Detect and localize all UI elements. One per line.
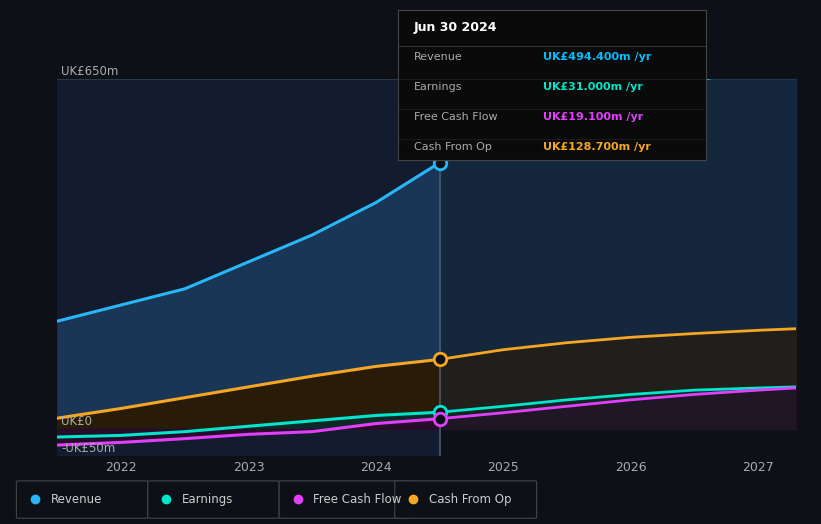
Text: Past: Past <box>407 97 433 111</box>
Text: Earnings: Earnings <box>182 493 233 506</box>
Bar <box>57 79 440 456</box>
Text: Earnings: Earnings <box>414 82 462 92</box>
Text: Analysts Forecasts: Analysts Forecasts <box>446 97 562 111</box>
Bar <box>440 79 796 456</box>
Text: Revenue: Revenue <box>414 52 462 62</box>
FancyBboxPatch shape <box>148 481 279 518</box>
FancyBboxPatch shape <box>16 481 148 518</box>
Text: UK£494.400m /yr: UK£494.400m /yr <box>543 52 651 62</box>
Text: UK£650m: UK£650m <box>62 64 119 78</box>
FancyBboxPatch shape <box>279 481 410 518</box>
FancyBboxPatch shape <box>395 481 537 518</box>
Text: Free Cash Flow: Free Cash Flow <box>314 493 401 506</box>
Text: Free Cash Flow: Free Cash Flow <box>414 112 498 122</box>
Text: Jun 30 2024: Jun 30 2024 <box>414 21 497 34</box>
Text: UK£128.700m /yr: UK£128.700m /yr <box>543 142 651 152</box>
Text: UK£19.100m /yr: UK£19.100m /yr <box>543 112 643 122</box>
Text: UK£31.000m /yr: UK£31.000m /yr <box>543 82 643 92</box>
Text: Revenue: Revenue <box>51 493 102 506</box>
Text: Cash From Op: Cash From Op <box>414 142 492 152</box>
Text: -UK£50m: -UK£50m <box>62 442 116 455</box>
Text: Cash From Op: Cash From Op <box>429 493 511 506</box>
Text: UK£0: UK£0 <box>62 415 92 428</box>
